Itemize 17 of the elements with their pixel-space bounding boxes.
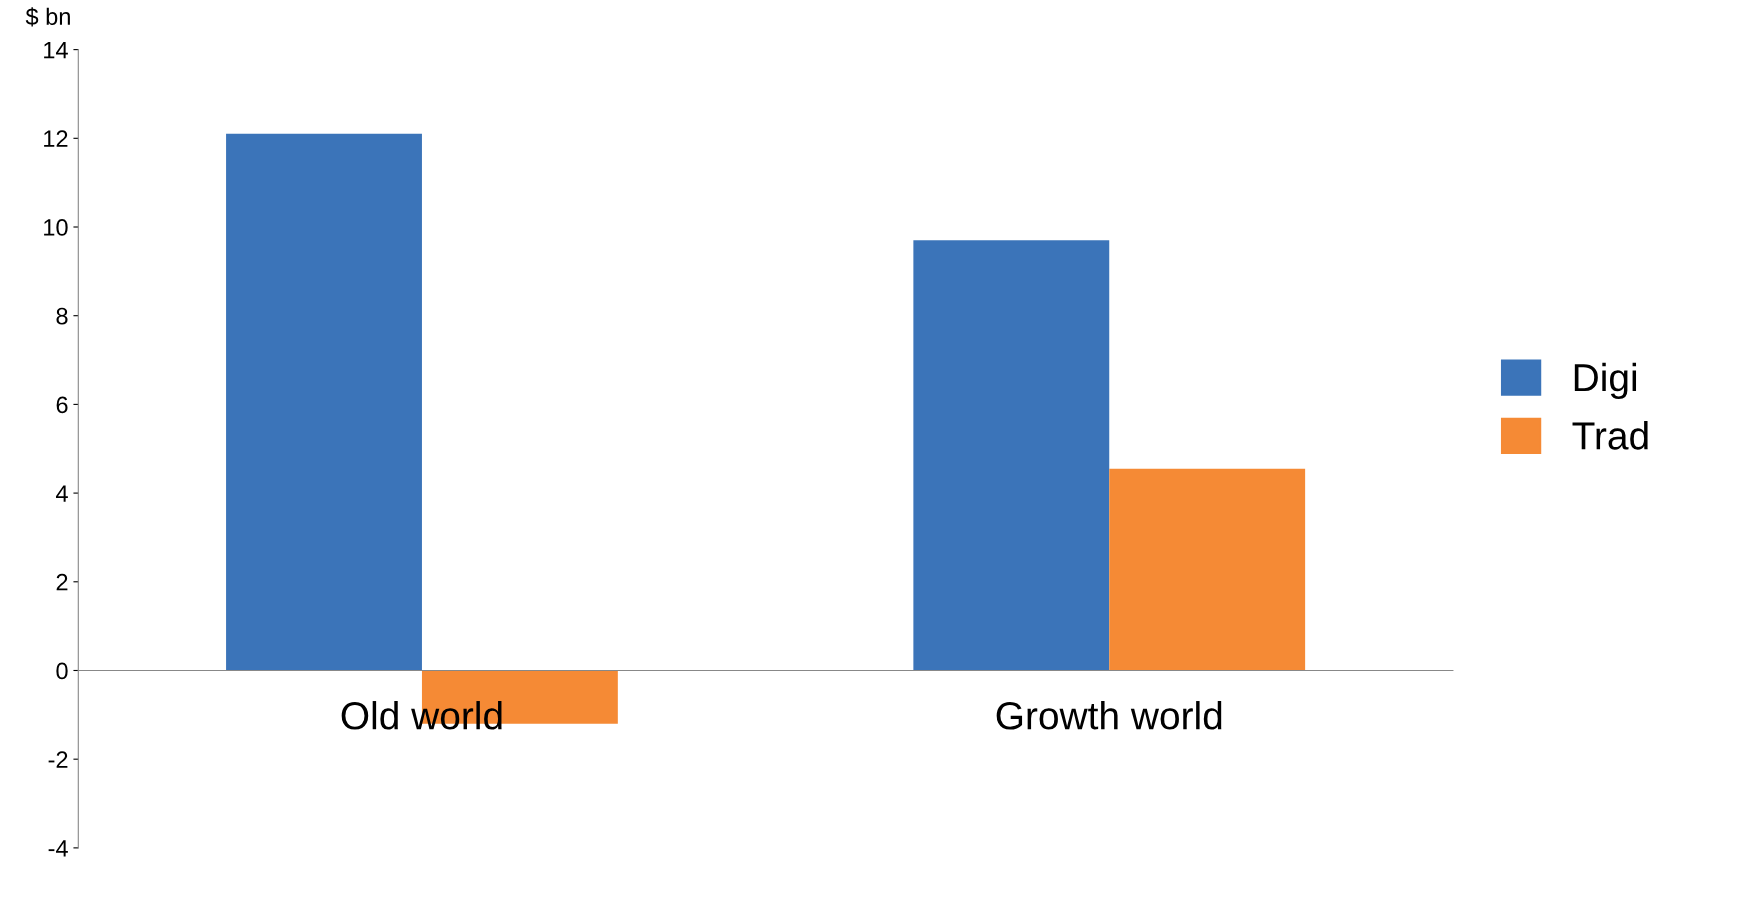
bar [1109, 468, 1306, 671]
x-tick-label: Growth world [996, 701, 1222, 730]
y-tick-label: -4 [48, 840, 68, 857]
y-tick-label: 6 [56, 396, 68, 414]
y-tick-label: -2 [48, 751, 68, 768]
y-tick-label: 4 [55, 485, 68, 502]
bar [913, 240, 1110, 671]
bar [226, 133, 422, 671]
y-tick-label: 14 [44, 41, 68, 59]
y-axis-title: $ bn [25, 7, 70, 27]
y-tick-label: 10 [44, 219, 68, 236]
y-tick-label: 2 [56, 573, 68, 591]
legend-label: Digi [1574, 362, 1637, 400]
y-tick-label: 12 [44, 130, 68, 147]
y-tick-label: 0 [56, 662, 68, 680]
legend-label: Trad [1572, 421, 1648, 450]
y-tick-label: 8 [56, 307, 68, 325]
